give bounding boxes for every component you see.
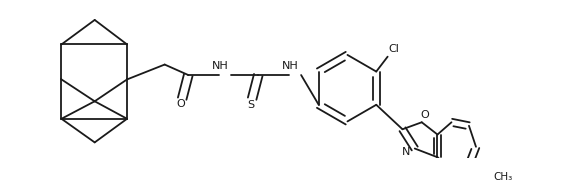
Text: NH: NH xyxy=(212,61,229,71)
Text: S: S xyxy=(247,100,254,110)
Text: CH₃: CH₃ xyxy=(493,172,513,180)
Text: NH: NH xyxy=(282,61,299,71)
Text: O: O xyxy=(176,99,185,109)
Text: Cl: Cl xyxy=(388,44,399,54)
Text: N: N xyxy=(402,147,410,157)
Text: O: O xyxy=(420,110,429,120)
